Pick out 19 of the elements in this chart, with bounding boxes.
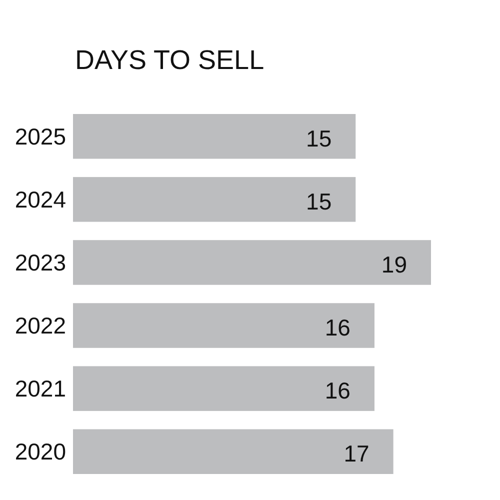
- bar: [73, 177, 356, 222]
- bar: [73, 366, 374, 411]
- data-label: 15: [306, 125, 332, 152]
- data-label: 19: [381, 252, 407, 278]
- chart-title: DAYS TO SELL: [75, 45, 264, 75]
- y-tick-label: 2021: [14, 376, 66, 402]
- bar: [73, 303, 374, 348]
- data-label: 16: [324, 314, 350, 341]
- data-label: 17: [344, 440, 370, 467]
- y-tick-label: 2023: [14, 250, 66, 276]
- y-tick-label: 2024: [14, 186, 66, 212]
- y-tick-label: 2020: [14, 438, 66, 465]
- y-tick-label: 2025: [14, 123, 66, 150]
- y-tick-label: 2022: [14, 312, 66, 339]
- bar: [73, 114, 356, 159]
- bar: [73, 429, 394, 474]
- bar: [73, 240, 431, 285]
- data-label: 15: [306, 188, 332, 214]
- data-label: 16: [324, 378, 350, 404]
